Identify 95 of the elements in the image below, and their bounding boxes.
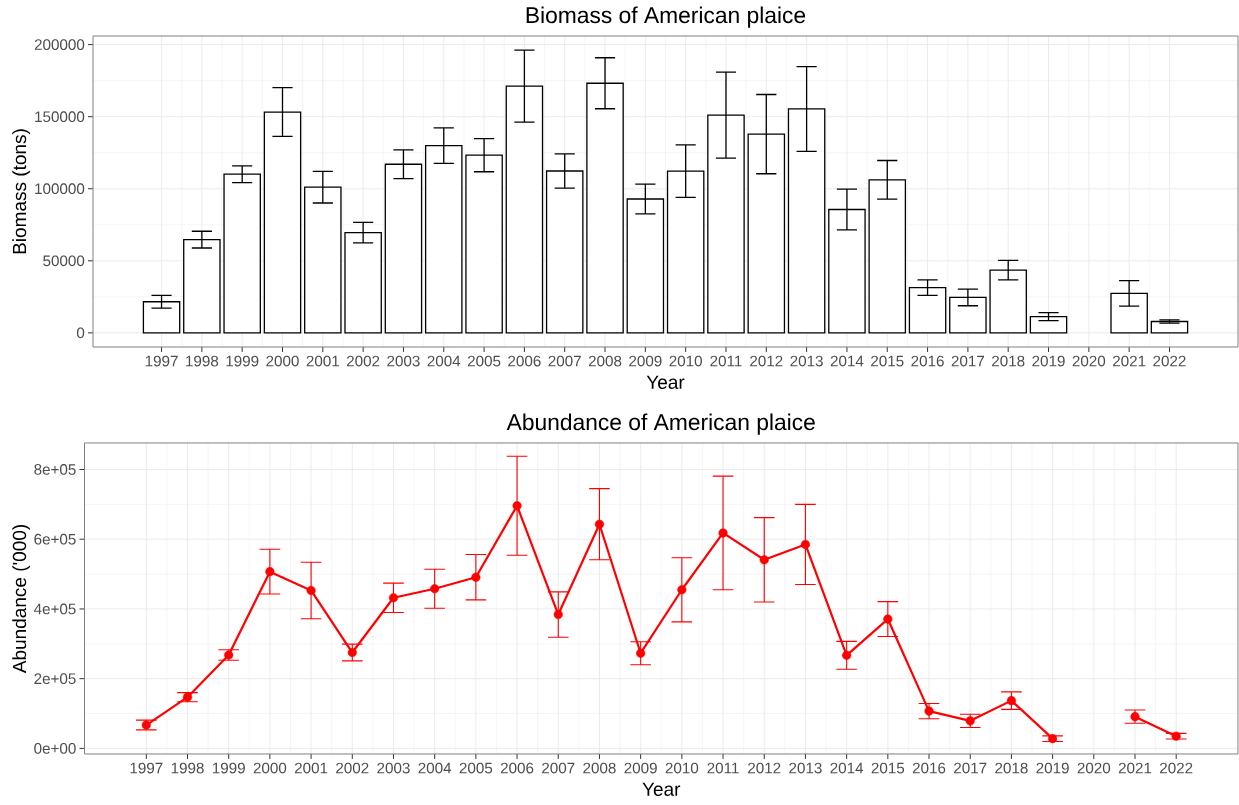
x-tick-label: 2017: [951, 355, 985, 367]
y-tick-label: 150000: [35, 111, 85, 123]
x-tick-label: 2022: [1160, 762, 1193, 774]
x-tick-label: 1997: [130, 762, 163, 774]
x-tick-label: 2012: [750, 355, 783, 367]
point: [224, 650, 234, 660]
point: [512, 501, 522, 511]
x-tick-label: 2018: [992, 355, 1025, 367]
x-tick-label: 2015: [871, 762, 905, 774]
point: [1048, 734, 1058, 744]
x-tick-label: 2011: [707, 762, 739, 774]
x-tick-label: 2002: [336, 762, 369, 774]
x-tick-label: 1997: [145, 355, 178, 367]
x-tick-label: 1998: [171, 762, 204, 774]
x-tick-label: 2016: [912, 762, 946, 774]
y-tick-label: 2e+05: [34, 673, 76, 685]
x-tick-label: 2021: [1113, 355, 1146, 367]
y-tick-label: 6e+05: [34, 533, 76, 545]
x-tick-label: 2007: [548, 355, 581, 367]
x-tick-label: 2013: [790, 355, 823, 367]
x-tick-label: 2019: [1036, 762, 1069, 774]
point: [965, 716, 975, 726]
point: [141, 720, 151, 730]
point: [636, 648, 646, 658]
x-tick-label: 1998: [186, 355, 219, 367]
y-axis-title: Biomass (tons): [12, 129, 30, 254]
point: [924, 706, 934, 716]
bar: [1150, 320, 1189, 334]
point: [594, 519, 605, 529]
y-tick-label: 0: [76, 327, 85, 339]
x-tick-label: 2022: [1153, 355, 1186, 367]
x-tick-label: 2015: [871, 355, 904, 367]
x-tick-label: 2004: [418, 762, 452, 774]
point: [265, 567, 275, 577]
x-tick-label: 2019: [1032, 355, 1065, 367]
x-tick-label: 2005: [467, 355, 501, 367]
x-tick-label: 2012: [748, 762, 781, 774]
point: [883, 614, 893, 624]
point: [347, 647, 357, 658]
y-tick-label: 0e+00: [34, 743, 76, 754]
x-tick-label: 2008: [588, 355, 622, 367]
y-tick-label: 8e+05: [34, 464, 76, 475]
x-tick-label: 2011: [710, 355, 742, 367]
x-tick-label: 2013: [789, 762, 822, 774]
point: [842, 650, 852, 660]
y-tick-label: 100000: [35, 183, 85, 195]
x-tick-label: 2016: [911, 355, 944, 367]
x-tick-label: 2007: [542, 762, 575, 774]
point: [553, 609, 563, 620]
x-tick-label: 2017: [954, 762, 987, 774]
x-tick-label: 2002: [346, 355, 380, 367]
x-axis-title: Year: [642, 782, 681, 796]
x-tick-label: 2008: [583, 762, 616, 774]
x-tick-label: 2001: [306, 355, 339, 367]
y-tick-label: 50000: [43, 255, 85, 267]
x-tick-label: 2020: [1077, 762, 1111, 774]
bar: [1029, 315, 1068, 334]
y-axis-title: Abundance ('000): [12, 525, 30, 674]
x-tick-label: 2010: [669, 355, 702, 367]
point: [759, 555, 769, 565]
x-tick-label: 2009: [624, 762, 657, 774]
point: [306, 585, 316, 596]
x-tick-label: 2000: [266, 355, 299, 367]
x-tick-label: 2018: [995, 762, 1028, 774]
x-tick-label: 2006: [508, 355, 541, 367]
x-tick-label: 1999: [212, 762, 245, 774]
point: [471, 572, 481, 582]
point: [800, 539, 810, 549]
point: [1006, 696, 1016, 706]
point: [1171, 731, 1181, 741]
x-axis-title: Year: [646, 375, 685, 389]
x-tick-label: 2001: [294, 762, 328, 774]
y-tick-label: 200000: [34, 39, 85, 51]
x-tick-label: 2010: [665, 762, 699, 774]
chart-title: Biomass of American plaice: [526, 6, 806, 28]
x-tick-label: 2014: [830, 762, 864, 774]
point: [182, 692, 193, 702]
x-tick-label: 2021: [1118, 762, 1152, 774]
x-tick-label: 2003: [377, 762, 410, 774]
x-tick-label: 2009: [629, 355, 662, 367]
x-tick-label: 2005: [459, 762, 493, 774]
chart-title: Abundance of American plaice: [506, 413, 815, 435]
x-tick-label: 2000: [253, 762, 287, 774]
point: [1130, 712, 1140, 722]
x-tick-label: 2004: [427, 355, 461, 367]
x-tick-label: 1999: [226, 355, 259, 367]
x-tick-label: 2014: [830, 355, 864, 367]
x-tick-label: 2006: [500, 762, 534, 774]
point: [718, 528, 728, 538]
point: [677, 585, 687, 595]
point: [430, 584, 440, 594]
point: [388, 593, 399, 603]
x-tick-label: 2020: [1072, 355, 1106, 367]
y-tick-label: 4e+05: [33, 603, 76, 615]
x-tick-label: 2003: [387, 355, 420, 367]
